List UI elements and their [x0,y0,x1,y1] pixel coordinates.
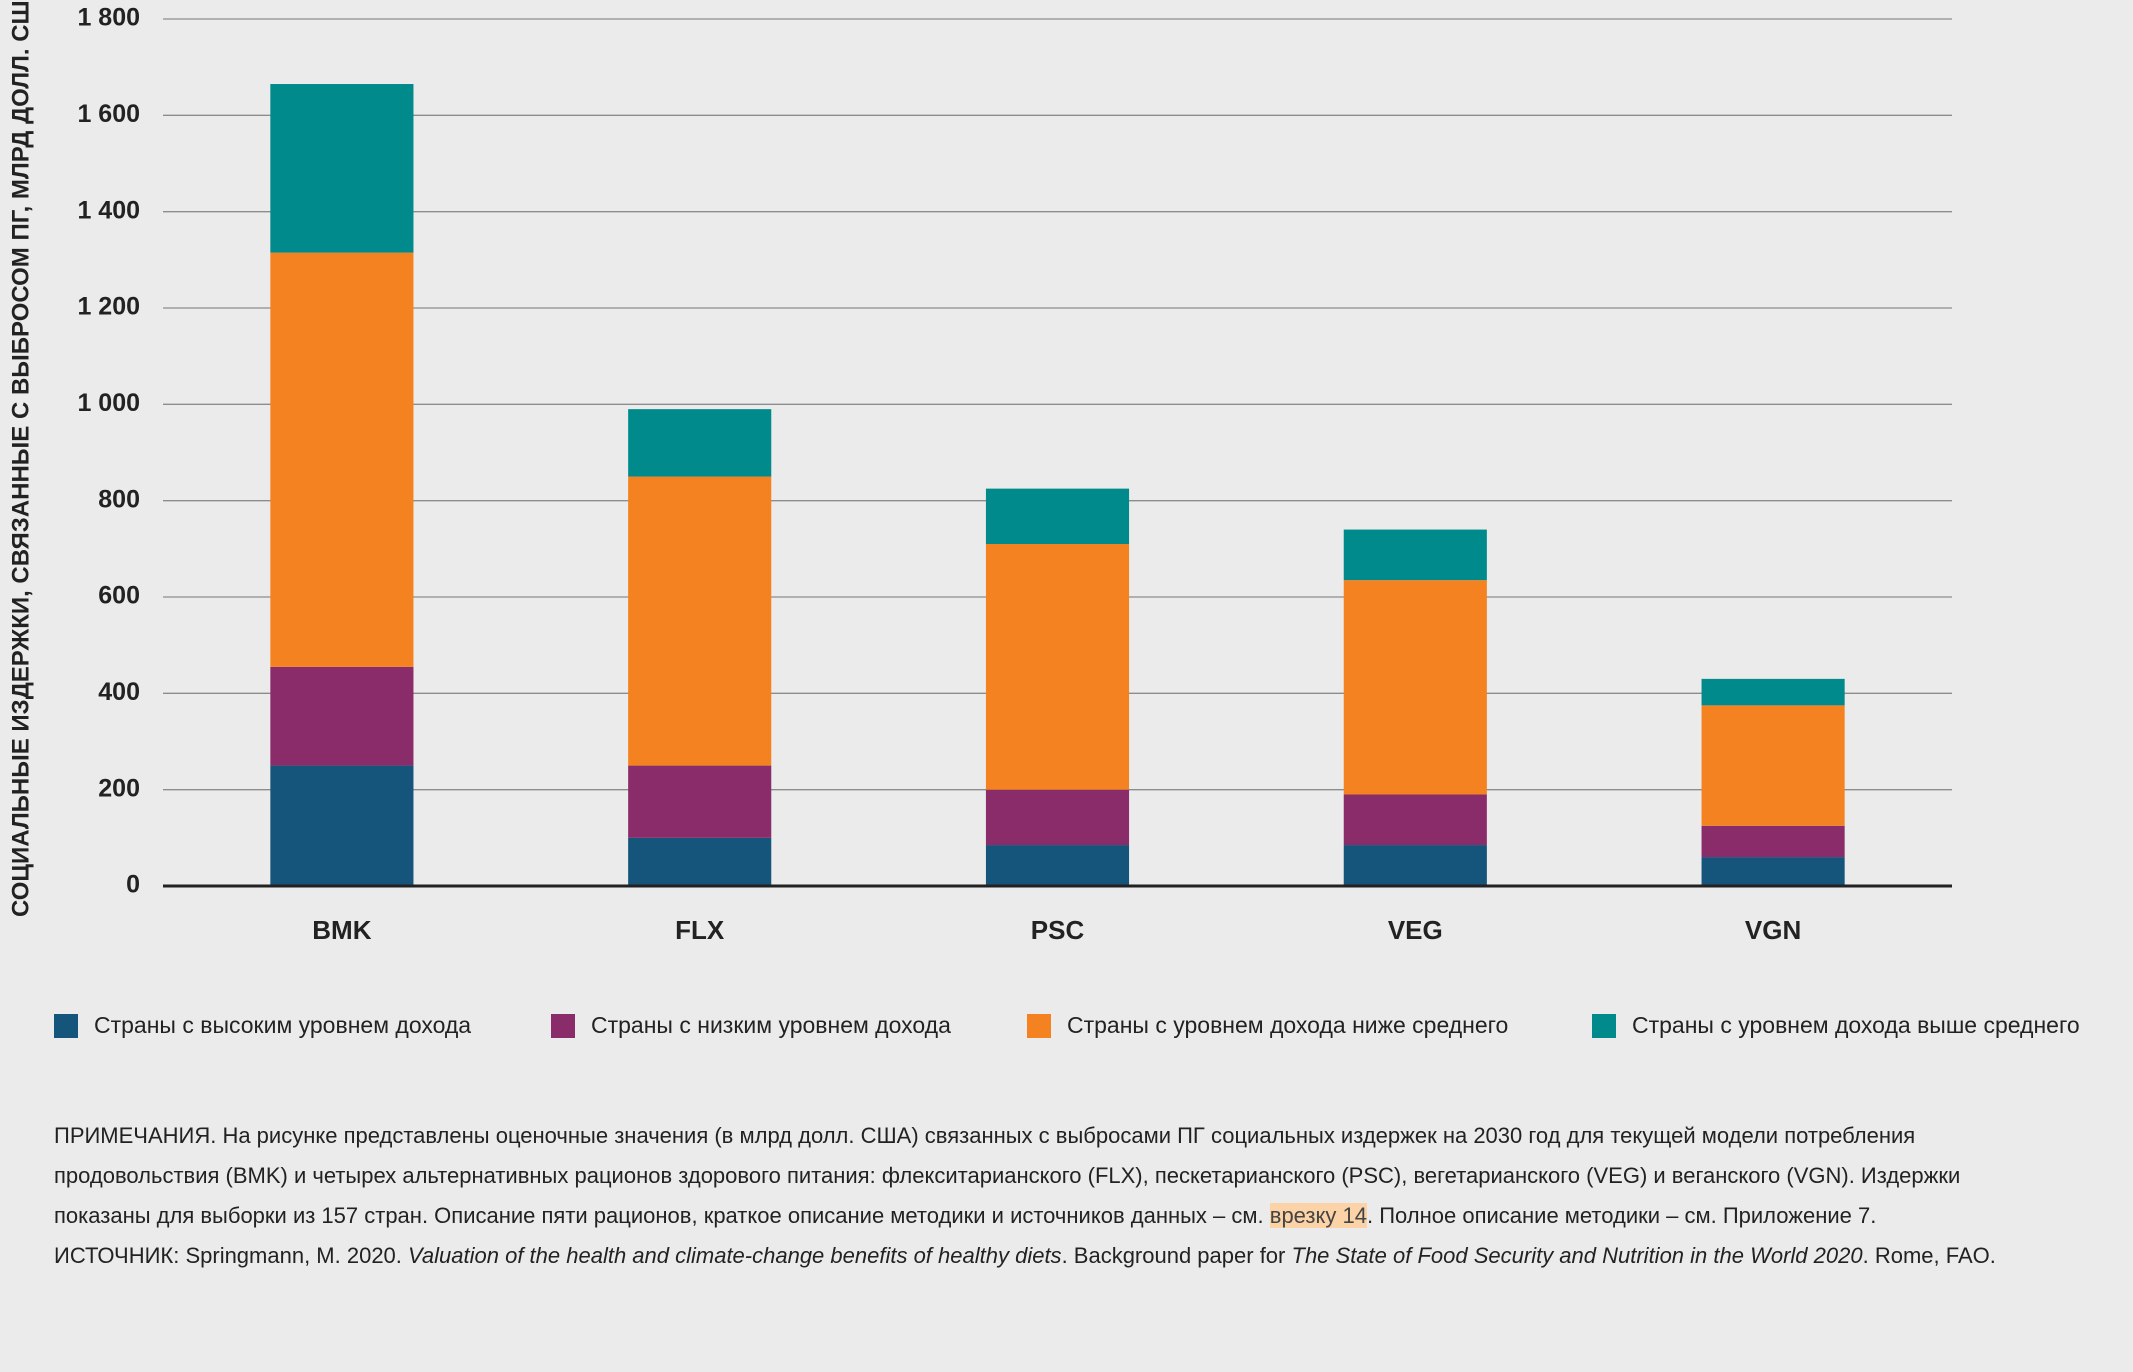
y-tick-label: 1 200 [77,293,140,321]
bar-segment [270,765,414,886]
x-tick-label: BMK [312,915,371,945]
source-part: The State of Food Security and Nutrition… [1291,1243,1863,1268]
bar-segment [985,544,1130,790]
bar-segment [628,409,772,477]
bar-segment [985,845,1130,886]
x-tick-label: VEG [1388,915,1443,945]
bar-segment [270,84,414,253]
bar-segment [1701,857,1845,886]
y-tick-label: 600 [98,582,140,610]
legend-label: Страны с уровнем дохода ниже среднего [1067,1012,1508,1038]
bar-segment [1701,705,1845,826]
legend-label: Страны с низким уровнем дохода [591,1012,951,1038]
bar-segment [270,666,414,766]
bar-segment [628,837,772,886]
bar-segment [1343,580,1487,795]
notes-text: ПРИМЕЧАНИЯ. На рисунке представлены оцен… [54,1116,2014,1236]
notes-after: . Полное описание методики – см. Приложе… [1366,1203,1877,1228]
y-tick-label: 400 [98,678,140,706]
bar-segment [1701,678,1845,706]
bar-segment [628,765,772,838]
notes: ПРИМЕЧАНИЯ. На рисунке представлены оцен… [54,1116,2014,1276]
y-tick-label: 0 [126,871,140,899]
y-tick-label: 1 800 [77,4,140,32]
legend-label: Страны с уровнем дохода выше среднего [1632,1012,2080,1038]
bar-segment [1701,825,1845,858]
bar-segment [1343,529,1487,581]
x-tick-label: FLX [675,915,725,945]
source-part: Valuation of the health and climate-chan… [408,1243,1062,1268]
x-tick-label: VGN [1745,915,1801,945]
legend-swatch [1592,1014,1616,1038]
notes-before: ПРИМЕЧАНИЯ. На рисунке представлены оцен… [54,1123,1961,1228]
legend-label: Страны с высоким уровнем дохода [94,1012,471,1038]
bar-segment [985,789,1130,846]
x-tick-label: PSC [1031,915,1085,945]
legend-swatch [551,1014,575,1038]
y-tick-label: 200 [98,774,140,802]
legend-swatch [1027,1014,1051,1038]
bar-segment [985,488,1130,545]
source-part: . Background paper for [1061,1243,1286,1268]
legend-swatch [54,1014,78,1038]
bar-segment [1343,794,1487,846]
source-part: ИСТОЧНИК: Springmann, M. 2020. [54,1243,402,1268]
y-tick-label: 1 600 [77,100,140,128]
bar-segment [270,252,414,667]
y-tick-label: 1 400 [77,196,140,224]
y-tick-label: 800 [98,485,140,513]
y-axis-label: СОЦИАЛЬНЫЕ ИЗДЕРЖКИ, СВЯЗАННЫЕ С ВЫБРОСО… [7,0,34,917]
y-tick-label: 1 000 [77,389,140,417]
source-part: . Rome, FAO. [1862,1243,1996,1268]
box-link[interactable]: врезку 14 [1269,1203,1367,1228]
chart: СОЦИАЛЬНЫЕ ИЗДЕРЖКИ, СВЯЗАННЫЕ С ВЫБРОСО… [7,0,2080,1038]
bar-segment [1343,845,1487,886]
bar-segment [628,476,772,766]
source: ИСТОЧНИК: Springmann, M. 2020. Valuation… [54,1236,2014,1276]
